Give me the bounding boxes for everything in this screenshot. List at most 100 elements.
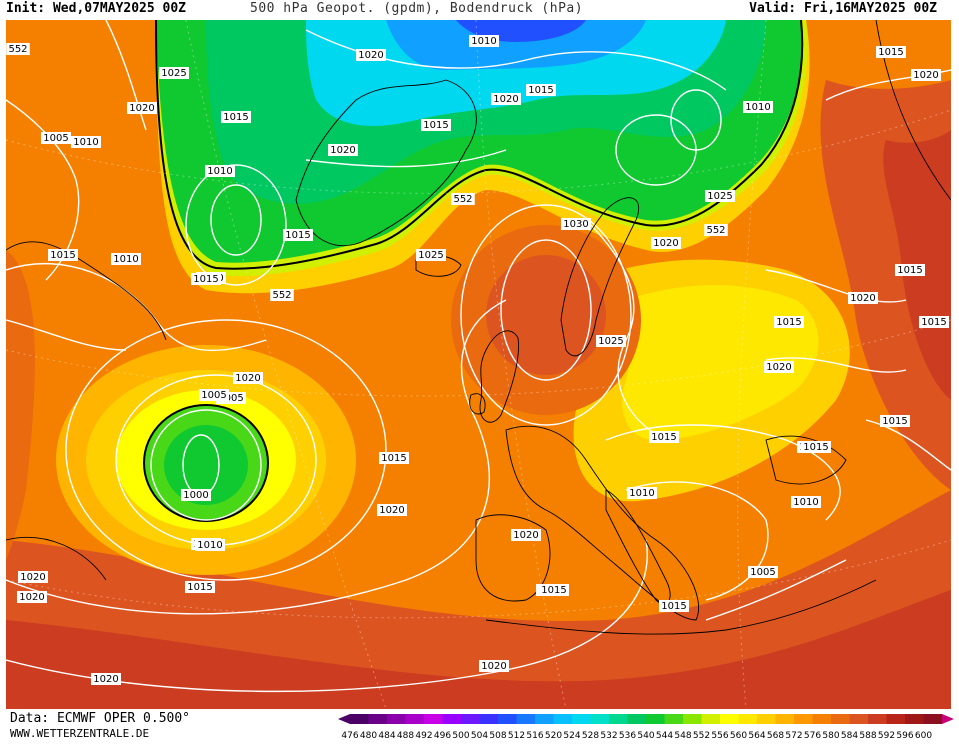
- legend-value-label: 556: [711, 731, 728, 740]
- svg-text:552: 552: [272, 290, 291, 301]
- legend-swatch: [516, 714, 536, 724]
- svg-text:1015: 1015: [223, 112, 248, 123]
- legend-swatch: [664, 714, 684, 724]
- isobar-label: 1025: [596, 335, 626, 347]
- svg-text:1020: 1020: [513, 530, 538, 541]
- svg-text:1030: 1030: [563, 219, 588, 230]
- legend-arrow-left: [338, 714, 350, 724]
- map-footer: Data: ECMWF OPER 0.500° WWW.WETTERZENTRA…: [0, 709, 959, 741]
- isobar-label: 1020: [233, 372, 263, 384]
- isobar-label: 1030: [561, 218, 591, 230]
- legend-value-label: 540: [637, 731, 654, 740]
- high-scandinavia-inner: [486, 255, 606, 375]
- isobar-label: 1015: [379, 452, 409, 464]
- svg-text:1015: 1015: [381, 453, 406, 464]
- svg-text:1015: 1015: [897, 265, 922, 276]
- legend-value-label: 484: [378, 731, 395, 740]
- europe-west-coast: [505, 425, 700, 621]
- svg-text:1020: 1020: [129, 103, 154, 114]
- isobar-label: 1015: [801, 441, 831, 453]
- arctic-coast-east: [875, 20, 951, 201]
- legend-value-label: 508: [489, 731, 506, 740]
- legend-value-label: 532: [600, 731, 617, 740]
- iberia-coast: [475, 514, 551, 602]
- isobar-label: 1010: [627, 487, 657, 499]
- isobar-label: 1015: [774, 316, 804, 328]
- legend-swatch: [812, 714, 832, 724]
- svg-text:1020: 1020: [358, 50, 383, 61]
- legend-value-label: 528: [582, 731, 599, 740]
- isobar-label: 1015: [526, 84, 556, 96]
- svg-text:552: 552: [453, 194, 472, 205]
- svg-text:1020: 1020: [493, 94, 518, 105]
- svg-text:1015: 1015: [193, 274, 218, 285]
- legend-swatch: [886, 714, 906, 724]
- legend-value-label: 512: [508, 731, 525, 740]
- legend-swatch: [627, 714, 647, 724]
- isobar-label: 1025: [159, 67, 189, 79]
- isobar-label: 1010: [205, 165, 235, 177]
- legend-swatch: [479, 714, 499, 724]
- isobar-label: 1015: [895, 264, 925, 276]
- legend-swatch: [424, 714, 443, 724]
- svg-text:1010: 1010: [471, 36, 496, 47]
- field-west-warm: [6, 250, 35, 560]
- legend-value-label: 588: [859, 731, 876, 740]
- isobar-label: 1005: [199, 389, 229, 401]
- legend-swatch: [923, 714, 943, 724]
- isobar-label: 1010: [195, 539, 225, 551]
- svg-text:1015: 1015: [661, 601, 686, 612]
- isobar-label: 1015: [659, 600, 689, 612]
- svg-text:1020: 1020: [93, 674, 118, 685]
- legend-swatch: [609, 714, 628, 724]
- legend-value-label: 580: [822, 731, 839, 740]
- legend-swatch: [590, 714, 610, 724]
- legend-swatch: [461, 714, 480, 724]
- svg-text:1010: 1010: [793, 497, 818, 508]
- black-sea-coast: [765, 435, 847, 485]
- svg-text:1010: 1010: [113, 254, 138, 265]
- legend-value-label: 584: [841, 731, 858, 740]
- svg-text:1000: 1000: [183, 490, 208, 501]
- legend-value-label: 548: [674, 731, 691, 740]
- svg-text:1005: 1005: [218, 393, 243, 404]
- coastlines: [6, 20, 951, 635]
- legend-value-label: 592: [878, 731, 895, 740]
- isohypse-552-cutoff: [143, 404, 269, 522]
- legend-value-label: 552: [693, 731, 710, 740]
- svg-text:552: 552: [8, 44, 27, 55]
- legend-swatch: [757, 714, 776, 724]
- svg-text:1015: 1015: [423, 120, 448, 131]
- legend-value-label: 516: [526, 731, 543, 740]
- svg-text:1025: 1025: [707, 191, 732, 202]
- isobar-label: 1015: [185, 581, 215, 593]
- isobar-label: 1020: [491, 93, 521, 105]
- isobar-label: 1020: [356, 49, 386, 61]
- legend-value-label: 564: [748, 731, 765, 740]
- svg-text:1010: 1010: [207, 166, 232, 177]
- legend-swatch: [868, 714, 887, 724]
- isobar-label: 1020: [18, 571, 48, 583]
- isobar-label: 1015: [539, 584, 569, 596]
- svg-text:1010: 1010: [197, 540, 222, 551]
- init-time-label: Init: Wed,07MAY2025 00Z: [6, 1, 187, 16]
- legend-swatch: [350, 714, 369, 724]
- isobar-label: 1015: [876, 46, 906, 58]
- isobar-label: 1000: [181, 489, 211, 501]
- us-coast: [6, 536, 107, 581]
- svg-text:1015: 1015: [541, 585, 566, 596]
- legend-value-label: 576: [804, 731, 821, 740]
- svg-text:1020: 1020: [330, 145, 355, 156]
- svg-text:1020: 1020: [235, 373, 260, 384]
- legend-value-label: 480: [360, 731, 377, 740]
- legend-value-label: 504: [471, 731, 488, 740]
- isobar-label: 1020: [328, 144, 358, 156]
- legend-swatch: [849, 714, 869, 724]
- svg-text:1015: 1015: [921, 317, 946, 328]
- svg-text:1020: 1020: [850, 293, 875, 304]
- isobar-label: 1020: [651, 237, 681, 249]
- legend-value-label: 476: [341, 731, 358, 740]
- map-header: Init: Wed,07MAY2025 00Z 500 hPa Geopot. …: [0, 0, 959, 20]
- isobar-label: 1010: [111, 253, 141, 265]
- legend-swatch: [387, 714, 406, 724]
